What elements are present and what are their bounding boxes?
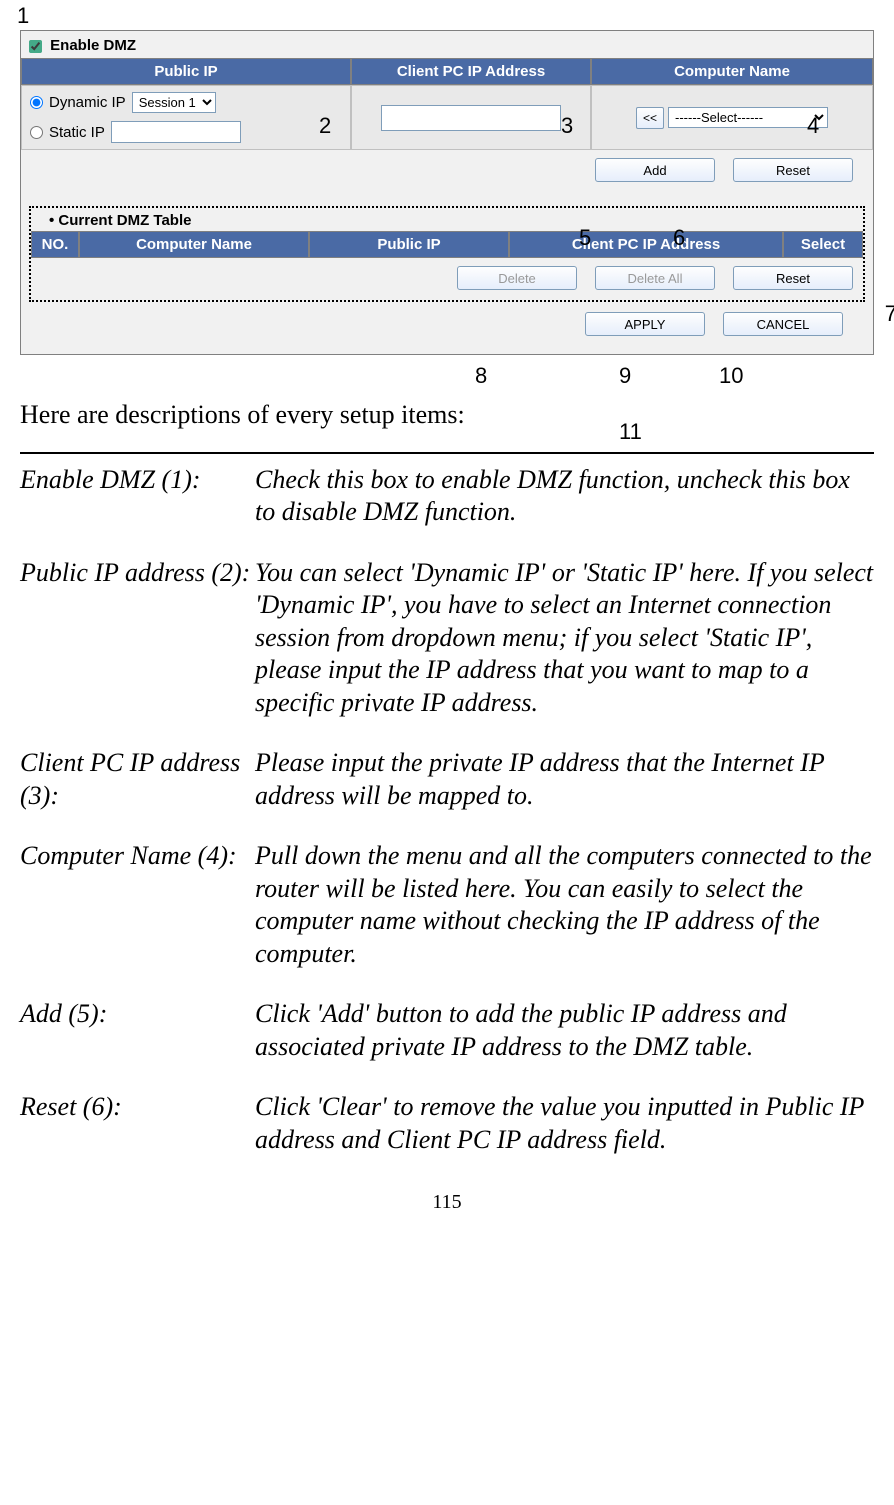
desc-text-6: Click 'Clear' to remove the value you in… <box>255 1091 874 1156</box>
desc-label-4: Computer Name (4): <box>20 840 255 970</box>
static-ip-label: Static IP <box>49 124 105 141</box>
th-computer-name: Computer Name <box>79 231 309 258</box>
apply-button[interactable]: APPLY <box>585 312 705 336</box>
desc-text-1: Check this box to enable DMZ function, u… <box>255 464 874 529</box>
annotation-4: 4 <box>807 113 819 139</box>
desc-text-5: Click 'Add' button to add the public IP … <box>255 998 874 1063</box>
dmz-table-title: Current DMZ Table <box>31 208 863 231</box>
dmz-table-section: Current DMZ Table NO. Computer Name Publ… <box>29 206 865 302</box>
annotation-6: 6 <box>673 225 685 251</box>
th-public-ip: Public IP <box>309 231 509 258</box>
annotation-9: 9 <box>619 363 631 389</box>
add-button[interactable]: Add <box>595 158 715 182</box>
enable-dmz-checkbox[interactable] <box>29 40 42 53</box>
annotation-5: 5 <box>579 225 591 251</box>
desc-label-5: Add (5): <box>20 998 255 1063</box>
desc-label-1: Enable DMZ (1): <box>20 464 255 529</box>
cancel-button[interactable]: CANCEL <box>723 312 843 336</box>
desc-label-6: Reset (6): <box>20 1091 255 1156</box>
annotation-8: 8 <box>475 363 487 389</box>
desc-text-3: Please input the private IP address that… <box>255 747 874 812</box>
static-ip-radio[interactable] <box>30 126 43 139</box>
annotation-1: 1 <box>17 3 29 29</box>
delete-all-button[interactable]: Delete All <box>595 266 715 290</box>
reset-button[interactable]: Reset <box>733 158 853 182</box>
intro-text: Here are descriptions of every setup ite… <box>20 399 874 432</box>
header-computer-name: Computer Name <box>591 58 873 85</box>
annotation-3: 3 <box>561 113 573 139</box>
input-body-row: Dynamic IP Session 1 Static IP << ------… <box>21 85 873 150</box>
th-no: NO. <box>31 231 79 258</box>
divider <box>20 452 874 454</box>
desc-text-2: You can select 'Dynamic IP' or 'Static I… <box>255 557 874 720</box>
computer-name-select[interactable]: ------Select------ <box>668 107 828 128</box>
static-ip-input[interactable] <box>111 121 241 143</box>
th-select: Select <box>783 231 863 258</box>
annotation-7: 7 <box>885 301 894 327</box>
desc-label-3: Client PC IP address (3): <box>20 747 255 812</box>
dynamic-ip-label: Dynamic IP <box>49 94 126 111</box>
reset-table-button[interactable]: Reset <box>733 266 853 290</box>
th-client-ip: Client PC IP Address <box>509 231 783 258</box>
annotation-11: 11 <box>619 419 642 445</box>
desc-label-2: Public IP address (2): <box>20 557 255 720</box>
session-select[interactable]: Session 1 <box>132 92 216 113</box>
header-client-ip: Client PC IP Address <box>351 58 591 85</box>
description-section: Here are descriptions of every setup ite… <box>20 399 874 1215</box>
desc-text-4: Pull down the menu and all the computers… <box>255 840 874 970</box>
input-header-row: Public IP Client PC IP Address Computer … <box>21 58 873 85</box>
page-number: 115 <box>20 1190 874 1215</box>
enable-dmz-label: Enable DMZ <box>50 37 136 54</box>
copy-ip-button[interactable]: << <box>636 107 664 129</box>
header-public-ip: Public IP <box>21 58 351 85</box>
annotation-10: 10 <box>719 363 743 389</box>
delete-button[interactable]: Delete <box>457 266 577 290</box>
dynamic-ip-radio[interactable] <box>30 96 43 109</box>
dmz-config-panel: 1 2 3 4 5 6 7 8 9 10 11 Enable DMZ Publi… <box>20 30 874 355</box>
client-ip-input[interactable] <box>381 105 561 131</box>
annotation-2: 2 <box>319 113 331 139</box>
